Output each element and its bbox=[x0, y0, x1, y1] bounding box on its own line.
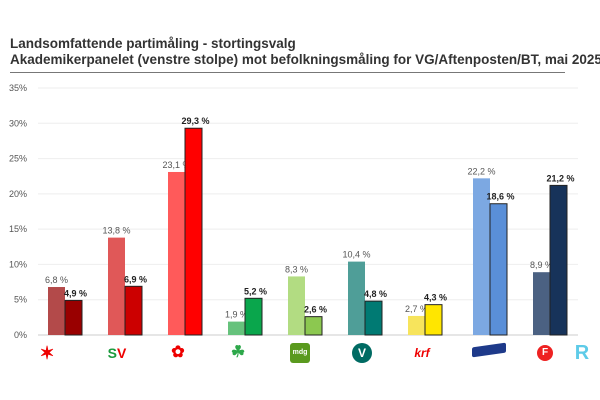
data-label: 18,6 % bbox=[486, 192, 514, 202]
frp-logo-icon: F bbox=[537, 345, 553, 361]
sv-logo-icon: SV bbox=[107, 345, 127, 361]
title-divider bbox=[10, 72, 565, 73]
data-label: 4,8 % bbox=[364, 289, 387, 299]
bar-frp-akademikerpanelet bbox=[533, 272, 550, 335]
data-label: 22,2 % bbox=[467, 166, 495, 176]
chart-title: Landsomfattende partimåling - stortingsv… bbox=[10, 36, 296, 51]
data-label: 1,9 % bbox=[225, 310, 248, 320]
data-label: 8,3 % bbox=[285, 264, 308, 274]
data-label: 2,6 % bbox=[304, 305, 327, 315]
y-tick-label: 20% bbox=[9, 189, 27, 199]
data-label: 4,9 % bbox=[64, 288, 87, 298]
bar-venstre-akademikerpanelet bbox=[348, 261, 365, 335]
y-tick-label: 35% bbox=[9, 83, 27, 93]
bar-høyre-akademikerpanelet bbox=[473, 178, 490, 335]
bar-ap-akademikerpanelet bbox=[168, 171, 185, 335]
y-tick-label: 0% bbox=[14, 330, 27, 340]
bar-rødt-befolkning bbox=[64, 299, 83, 336]
data-label: 13,8 % bbox=[102, 226, 130, 236]
chart-subtitle: Akademikerpanelet (venstre stolpe) mot b… bbox=[10, 52, 600, 67]
bar-ap-befolkning bbox=[184, 127, 203, 336]
r-logo-icon: R bbox=[574, 342, 590, 364]
bar-frp-befolkning bbox=[549, 184, 568, 336]
bar-rødt-akademikerpanelet bbox=[48, 287, 65, 335]
y-tick-label: 30% bbox=[9, 118, 27, 128]
bar-sv-akademikerpanelet bbox=[108, 237, 125, 335]
data-label: 4,3 % bbox=[424, 293, 447, 303]
bar-krf-befolkning bbox=[424, 304, 443, 336]
bar-sp-befolkning bbox=[244, 297, 263, 336]
bar-sv-befolkning bbox=[124, 285, 143, 336]
data-label: 10,4 % bbox=[342, 250, 370, 260]
mdg-logo-icon: mdg bbox=[290, 343, 310, 363]
bar-mdg-akademikerpanelet bbox=[288, 276, 305, 335]
y-tick-label: 15% bbox=[9, 224, 27, 234]
venstre-logo-icon: V bbox=[352, 343, 372, 363]
bar-høyre-befolkning bbox=[489, 203, 508, 336]
data-label: 6,9 % bbox=[124, 274, 147, 284]
data-label: 8,9 % bbox=[530, 260, 553, 270]
sp-clover-logo-icon: ☘ bbox=[230, 344, 246, 361]
bar-sp-akademikerpanelet bbox=[228, 321, 245, 335]
data-label: 29,3 % bbox=[181, 116, 209, 126]
bar-krf-akademikerpanelet bbox=[408, 315, 425, 335]
ap-rose-logo-icon: ✿ bbox=[171, 344, 185, 361]
bar-mdg-befolkning bbox=[304, 316, 323, 336]
bar-venstre-befolkning bbox=[364, 300, 383, 336]
data-label: 6,8 % bbox=[45, 275, 68, 285]
krf-logo-icon: krf bbox=[414, 346, 430, 360]
y-tick-label: 10% bbox=[9, 259, 27, 269]
y-tick-label: 5% bbox=[14, 295, 27, 305]
data-label: 23,1 % bbox=[162, 160, 190, 170]
y-tick-label: 25% bbox=[9, 154, 27, 164]
data-label: 2,7 % bbox=[405, 304, 428, 314]
data-label: 21,2 % bbox=[546, 173, 574, 183]
data-label: 5,2 % bbox=[244, 286, 267, 296]
rodt-logo-icon: ✶ bbox=[39, 343, 55, 363]
